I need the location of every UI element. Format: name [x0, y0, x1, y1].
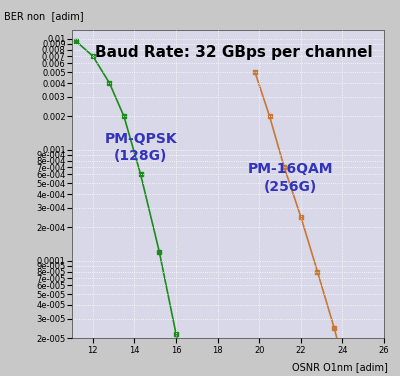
Text: PM-16QAM
(256G): PM-16QAM (256G) [248, 162, 333, 194]
Text: BER non  [adim]: BER non [adim] [4, 11, 84, 21]
Text: Baud Rate: 32 GBps per channel: Baud Rate: 32 GBps per channel [96, 45, 373, 61]
Text: PM-QPSK
(128G): PM-QPSK (128G) [104, 132, 177, 163]
Text: OSNR O1nm [adim]: OSNR O1nm [adim] [292, 362, 388, 372]
